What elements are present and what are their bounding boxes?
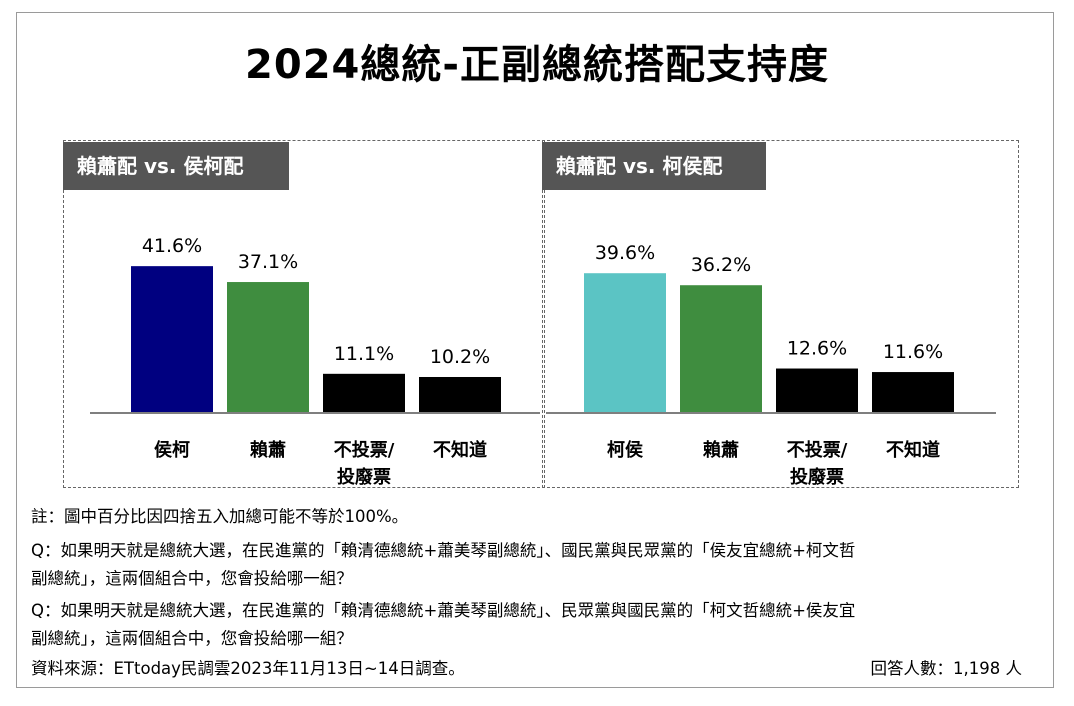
category-label-1-2: 賴蕭 [250,439,286,461]
bar-1-4 [419,376,501,413]
chart-title-right: 賴蕭配 vs. 柯侯配 [542,142,766,190]
data-label-1-3: 11.1% [334,343,394,365]
chart-title-left: 賴蕭配 vs. 侯柯配 [63,142,289,190]
chart-panel-left [63,140,545,488]
category-label-2-4: 不知道 [886,439,940,461]
data-label-1-1: 41.6% [142,235,202,257]
category-label-1-4: 不知道 [433,439,487,461]
data-label-2-1: 39.6% [595,242,655,264]
figure-frame [16,12,1054,688]
chart-panel-right [542,140,1019,488]
category-label-1-1: 侯柯 [154,439,190,461]
bar-2-2 [680,285,762,413]
question-1-line-1: Q：如果明天就是總統大選，在民進黨的「賴清德總統+蕭美琴副總統」、國民黨與民眾黨… [31,541,856,560]
bar-1-3 [323,373,405,413]
bar-1-2 [227,282,309,413]
bar-2-1 [584,273,666,413]
question-2-line-2: 副總統」，這兩個組合中，您會投給哪一組？ [31,629,353,648]
question-1-line-2: 副總統」，這兩個組合中，您會投給哪一組？ [31,569,353,588]
page-title: 2024總統-正副總統搭配支持度 [245,42,829,88]
category-label-2-3-line-2: 投廢票 [790,466,844,488]
data-source: 資料來源：ETtoday民調雲2023年11月13日~14日調查。 [31,659,465,678]
data-label-2-3: 12.6% [787,338,847,360]
category-label-2-3-line-1: 不投票/ [787,439,848,461]
footnote-rounding: 註：圖中百分比因四捨五入加總可能不等於100%。 [31,507,409,526]
data-label-1-2: 37.1% [238,251,298,273]
data-label-1-4: 10.2% [430,346,490,368]
category-label-1-3-line-1: 不投票/ [334,439,395,461]
data-label-2-2: 36.2% [691,254,751,276]
category-label-1-3-line-2: 投廢票 [337,466,391,488]
bar-2-4 [872,372,954,413]
category-label-2-1: 柯侯 [607,439,644,461]
bar-2-3 [776,368,858,413]
bar-1-1 [131,266,213,413]
data-label-2-4: 11.6% [883,341,943,363]
respondent-count: 回答人數：1,198 人 [870,659,1022,678]
question-2-line-1: Q：如果明天就是總統大選，在民進黨的「賴清德總統+蕭美琴副總統」、民眾黨與國民黨… [31,601,856,620]
category-label-2-2: 賴蕭 [703,439,739,461]
